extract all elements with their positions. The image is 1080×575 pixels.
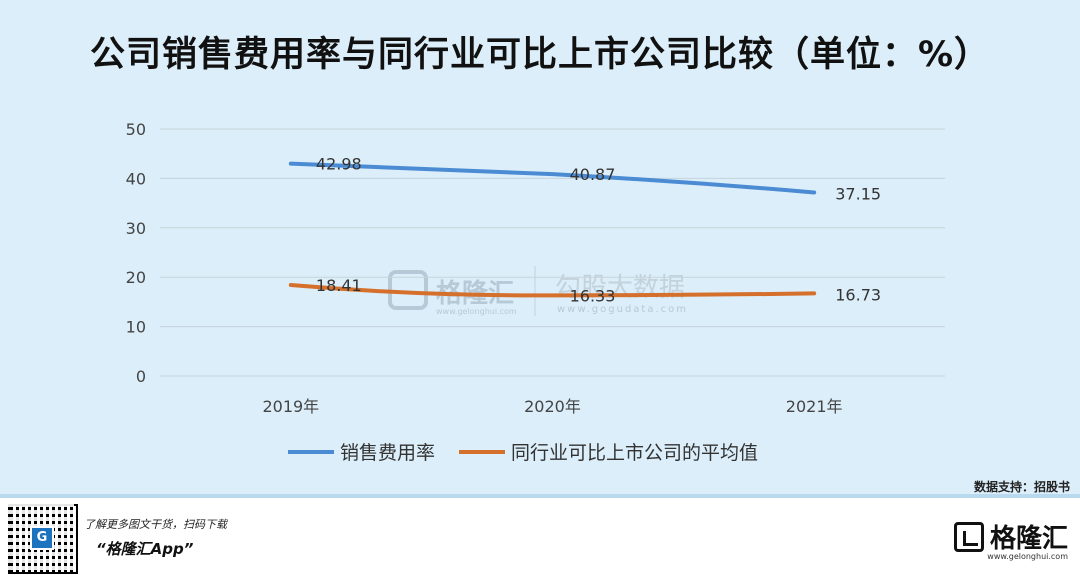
- watermark-sub-1: www.gelonghui.com: [436, 307, 517, 316]
- brand-g-icon: [953, 521, 984, 552]
- x-tick-label: 2020年: [524, 397, 581, 416]
- data-label: 18.41: [316, 276, 362, 295]
- brand-url: www.gelonghui.com: [987, 552, 1068, 561]
- y-tick-label: 50: [126, 120, 146, 139]
- watermark-text-2: 勾股大数据: [555, 273, 685, 303]
- legend-label-0: 销售费用率: [340, 442, 435, 464]
- promo-app-name: “格隆汇App”: [96, 540, 194, 558]
- series-line-1: [288, 283, 817, 298]
- footer-divider: [0, 494, 1080, 498]
- x-tick-label: 2021年: [786, 397, 843, 416]
- y-tick-label: 10: [126, 318, 146, 337]
- chart-title: 公司销售费用率与同行业可比上市公司比较（单位：%）: [89, 35, 991, 75]
- legend-label-1: 同行业可比上市公司的平均值: [511, 442, 758, 464]
- y-tick-label: 20: [126, 268, 146, 287]
- data-label: 16.73: [835, 285, 881, 304]
- data-label: 40.87: [570, 165, 616, 184]
- qr-logo-icon: G: [30, 526, 54, 550]
- chart-panel: 公司销售费用率与同行业可比上市公司比较（单位：%） 格隆汇 www.gelongh…: [0, 0, 1080, 494]
- data-label: 16.33: [570, 286, 616, 305]
- promo-text: 了解更多图文干货，扫码下载: [84, 518, 227, 531]
- y-tick-label: 0: [136, 367, 146, 386]
- y-tick-label: 30: [126, 219, 146, 238]
- footer: G 了解更多图文干货，扫码下载 “格隆汇App” 格隆汇 www.gelongh…: [0, 494, 1080, 575]
- data-label: 42.98: [316, 155, 362, 174]
- data-label: 37.15: [835, 184, 881, 203]
- y-tick-label: 40: [126, 169, 146, 188]
- source-note: 数据支持：招股书: [973, 480, 1070, 494]
- series-line-0: [288, 161, 817, 195]
- x-tick-label: 2019年: [262, 397, 319, 416]
- brand-logo[interactable]: 格隆汇: [953, 518, 1068, 555]
- brand-name: 格隆汇: [989, 524, 1068, 554]
- watermark-sub-2: www.gogudata.com: [557, 304, 688, 315]
- line-chart: 格隆汇www.gelonghui.com勾股大数据www.gogudata.co…: [126, 120, 945, 464]
